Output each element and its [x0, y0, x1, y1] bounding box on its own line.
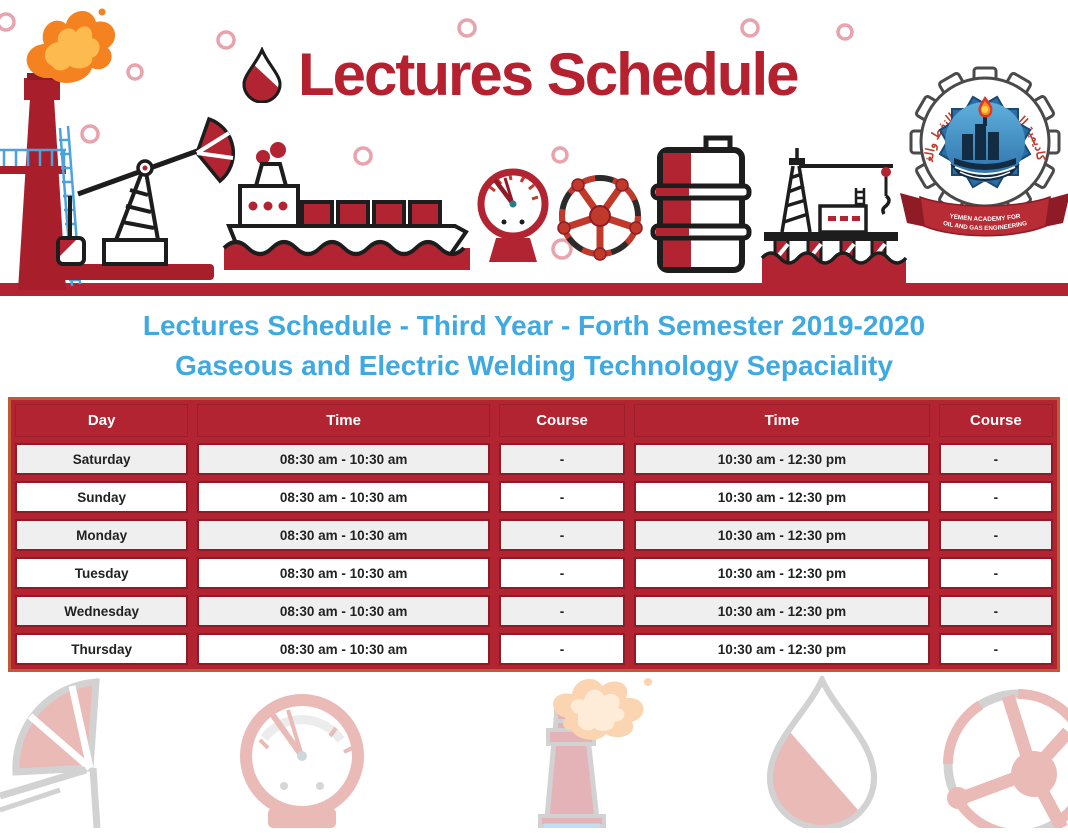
cell-day: Monday	[15, 519, 189, 551]
pressure-gauge-icon	[477, 168, 549, 262]
cell-course: -	[938, 633, 1053, 665]
cell-course: -	[498, 557, 626, 589]
cell-day: Sunday	[15, 481, 189, 513]
page-title: Lectures Schedule	[240, 40, 800, 109]
decor-rings	[0, 12, 854, 260]
cell-day: Saturday	[15, 443, 189, 475]
footer-oil-drop-icon	[766, 672, 878, 831]
cell-time: 10:30 am - 12:30 pm	[634, 519, 930, 551]
cell-course: -	[938, 443, 1053, 475]
cell-time: 10:30 am - 12:30 pm	[634, 443, 930, 475]
footer-artwork	[0, 672, 1068, 833]
footer-flare-icon	[538, 678, 652, 831]
tanker-ship-icon	[222, 142, 470, 270]
footer-pump-head-icon	[0, 678, 101, 829]
header-banner: الأكاديمية اليمنية لهندسة النفط والغاز	[0, 0, 1068, 296]
logo-seal	[938, 95, 1032, 189]
oil-drop-icon	[242, 46, 282, 103]
column-header-time2: Time	[634, 404, 930, 437]
cell-time: 08:30 am - 10:30 am	[197, 443, 490, 475]
cell-time: 10:30 am - 12:30 pm	[634, 633, 930, 665]
schedule-table: Day Time Course Time Course Saturday 08:…	[8, 397, 1060, 672]
cell-time: 10:30 am - 12:30 pm	[634, 481, 930, 513]
column-header-course1: Course	[498, 404, 626, 437]
cell-course: -	[498, 633, 626, 665]
valve-wheel-icon	[557, 175, 643, 261]
ground-band	[0, 283, 1068, 296]
flare-stack-icon	[0, 8, 116, 290]
banner-artwork: الأكاديمية اليمنية لهندسة النفط والغاز	[0, 0, 1068, 296]
cell-time: 08:30 am - 10:30 am	[197, 595, 490, 627]
cell-course: -	[938, 481, 1053, 513]
cell-course: -	[938, 595, 1053, 627]
subtitle-line2: Gaseous and Electric Welding Technology …	[175, 350, 893, 381]
cell-time: 10:30 am - 12:30 pm	[634, 595, 930, 627]
cell-time: 10:30 am - 12:30 pm	[634, 557, 930, 589]
cell-time: 08:30 am - 10:30 am	[197, 519, 490, 551]
cell-course: -	[938, 557, 1053, 589]
cell-time: 08:30 am - 10:30 am	[197, 557, 490, 589]
cell-time: 08:30 am - 10:30 am	[197, 633, 490, 665]
footer-gauge-icon	[240, 694, 364, 828]
cell-course: -	[498, 595, 626, 627]
column-header-course2: Course	[938, 404, 1053, 437]
subtitle-line1: Lectures Schedule - Third Year - Forth S…	[142, 310, 926, 341]
oil-barrel-icon	[650, 135, 752, 273]
cell-course: -	[498, 481, 626, 513]
pump-jack-icon	[56, 116, 236, 280]
cell-day: Wednesday	[15, 595, 189, 627]
cell-course: -	[498, 519, 626, 551]
footer-decoration	[0, 672, 1068, 833]
logo-ribbon-line1: YEMEN ACADEMY FOR	[949, 213, 1021, 223]
cell-day: Tuesday	[15, 557, 189, 589]
logo-book-icon	[950, 164, 1020, 181]
schedule-subtitle: Lectures Schedule - Third Year - Forth S…	[0, 306, 1068, 386]
cell-day: Thursday	[15, 633, 189, 665]
offshore-rig-icon	[760, 148, 908, 284]
cell-time: 08:30 am - 10:30 am	[197, 481, 490, 513]
cell-course: -	[498, 443, 626, 475]
refinery-silhouette	[954, 112, 1016, 170]
column-header-day: Day	[15, 404, 189, 437]
page-title-text: Lectures Schedule	[298, 41, 800, 108]
footer-valve-icon	[943, 689, 1068, 833]
column-header-time1: Time	[197, 404, 490, 437]
cell-course: -	[938, 519, 1053, 551]
logo-ribbon: YEMEN ACADEMY FOR OIL AND GAS ENGINEERIN…	[900, 193, 1068, 237]
